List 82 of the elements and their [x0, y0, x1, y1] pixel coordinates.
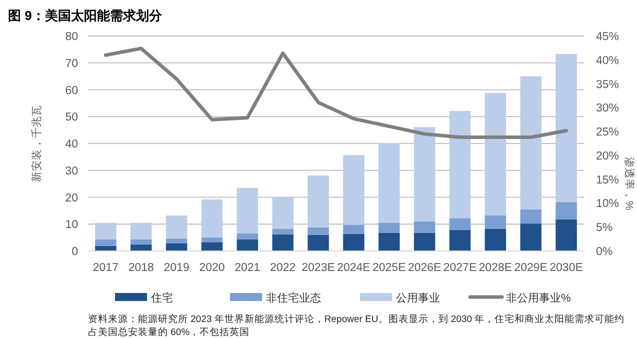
bar [130, 244, 152, 251]
bar [308, 234, 329, 251]
y-tick-label: 30 [65, 165, 78, 178]
bar [201, 199, 223, 238]
bar [378, 222, 400, 233]
bar [201, 237, 223, 242]
x-tick-label: 2024E [337, 262, 371, 274]
text: 资料来源：能源研究所 2023 年世界新能源统计评论，Repower EU。图表显示，到 2030 年，住宅和商业太阳能需求可能约占美国总安装量的 60%，不包括英国 [88, 313, 626, 338]
x-tick-label: 2027E [443, 262, 477, 274]
legend-label: 非公用事业% [506, 292, 571, 304]
title: 图 9：美国太阳能需求划分 [8, 8, 162, 23]
bar [484, 92, 506, 216]
y-tick-label: 70 [65, 58, 78, 70]
y2-axis-title: 渗透率，% [623, 156, 636, 210]
bar [272, 234, 294, 251]
bar [166, 243, 188, 251]
bar [449, 110, 471, 218]
x-tick-label: 2026E [408, 262, 442, 274]
y-tick-label: 80 [65, 31, 78, 43]
y2-tick-label: 0% [596, 246, 613, 258]
bar [272, 228, 294, 234]
bar [130, 222, 152, 240]
y2-tick-label: 35% [596, 78, 620, 91]
y2-tick-label: 25% [596, 126, 620, 139]
bar [343, 234, 364, 251]
y2-tick-label: 45% [596, 31, 620, 43]
x-tick-label: 2021 [234, 262, 260, 274]
x-tick-label: 2023E [302, 262, 336, 274]
bar [95, 222, 116, 240]
bar [95, 239, 116, 246]
bar [520, 209, 542, 224]
y-axis-title: 新安装，千兆瓦 [30, 105, 43, 182]
x-tick-label: 2019 [164, 262, 190, 274]
bar [272, 197, 294, 229]
x-tick-label: 2030E [550, 262, 584, 274]
y-tick-label: 60 [65, 84, 78, 97]
bar [343, 224, 364, 234]
x-tick-label: 2017 [92, 262, 119, 274]
legend-label: 非住宅业态 [266, 292, 321, 304]
bar [484, 216, 506, 229]
bar [236, 233, 258, 240]
bar [130, 239, 152, 245]
x-tick-label: 2029E [514, 262, 548, 274]
x-tick-label: 2020 [199, 262, 225, 274]
y2-tick-label: 5% [596, 222, 613, 234]
y-tick-label: 10 [65, 219, 78, 232]
bar [166, 216, 188, 239]
bar [520, 224, 542, 251]
y2-tick-label: 10% [596, 198, 620, 210]
y-tick-label: 0 [72, 246, 78, 258]
bar [236, 239, 258, 251]
legend-label: 公用事业 [396, 292, 440, 304]
x-tick-label: 2028E [478, 262, 512, 274]
bar [556, 54, 577, 202]
bar [236, 188, 258, 234]
y-tick-label: 20 [65, 192, 78, 204]
x-tick-label: 2025E [372, 262, 406, 274]
bar [414, 127, 436, 222]
bar [449, 230, 471, 251]
bar [343, 155, 364, 225]
y2-tick-label: 40% [596, 54, 620, 67]
bar [308, 175, 329, 228]
y-tick-label: 40 [65, 138, 78, 150]
bar [556, 219, 577, 251]
bar [449, 218, 471, 230]
y2-tick-label: 30% [596, 102, 620, 115]
x-tick-label: 2018 [128, 262, 154, 274]
bar [520, 76, 542, 210]
bar [414, 221, 436, 233]
bar [414, 232, 436, 251]
bar [484, 228, 506, 251]
bar [378, 232, 400, 251]
bar [378, 142, 400, 223]
bar [556, 202, 577, 220]
y2-tick-label: 15% [596, 174, 620, 186]
bar [308, 227, 329, 235]
y2-tick-label: 20% [596, 150, 620, 162]
bar [201, 242, 223, 251]
bar [166, 238, 188, 244]
y-tick-label: 50 [65, 112, 78, 124]
x-tick-label: 2022 [270, 262, 296, 274]
legend-label: 住宅 [151, 292, 173, 304]
